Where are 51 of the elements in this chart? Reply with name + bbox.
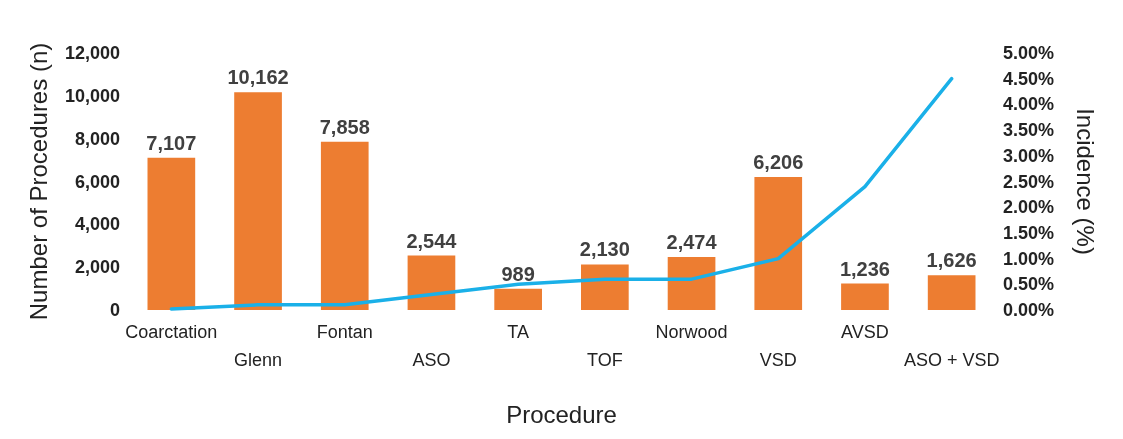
data-label: 989 xyxy=(501,262,535,285)
bar xyxy=(147,157,196,310)
data-label: 7,107 xyxy=(146,131,197,154)
y2-tick-label: 5.00% xyxy=(1003,43,1055,63)
x-tick-label: TA xyxy=(507,322,529,342)
data-label: 2,474 xyxy=(666,231,718,254)
data-label: 10,162 xyxy=(227,66,289,89)
y2-tick-label: 2.50% xyxy=(1003,171,1055,192)
bar xyxy=(581,264,629,310)
data-label: 1,236 xyxy=(839,257,890,280)
bar xyxy=(667,257,716,310)
y2-tick-label: 0.00% xyxy=(1003,300,1055,320)
x-tick-label: ASO xyxy=(412,350,451,370)
x-tick-label: Coarctation xyxy=(125,322,218,342)
bar xyxy=(234,92,282,310)
y-tick-label: 4,000 xyxy=(74,214,120,235)
y2-tick-label: 3.00% xyxy=(1003,145,1055,166)
bar xyxy=(841,283,889,310)
y2-axis-title: Incidence (%) xyxy=(1071,108,1099,255)
data-label: 2,544 xyxy=(406,229,458,252)
bar xyxy=(754,177,803,310)
y-tick-label: 6,000 xyxy=(74,171,120,192)
data-label: 1,626 xyxy=(926,249,977,272)
y2-tick-label: 1.00% xyxy=(1003,248,1055,269)
y2-tick-label: 4.50% xyxy=(1003,68,1055,89)
x-tick-label: ASO + VSD xyxy=(903,350,1000,370)
x-tick-label: Norwood xyxy=(655,322,728,342)
x-axis-title: Procedure xyxy=(506,400,617,428)
bar xyxy=(407,255,456,310)
y2-tick-label: 1.50% xyxy=(1003,222,1055,243)
y-tick-label: 2,000 xyxy=(74,257,120,278)
y2-tick-label: 3.50% xyxy=(1003,120,1055,141)
y-axis-title: Number of Procedures (n) xyxy=(24,42,52,321)
bar xyxy=(320,141,369,310)
x-tick-label: TOF xyxy=(587,350,623,370)
y2-tick-label: 2.00% xyxy=(1003,197,1055,218)
y-tick-label: 12,000 xyxy=(64,43,120,63)
data-label: 6,206 xyxy=(753,151,804,174)
y-tick-label: 0 xyxy=(109,300,120,320)
y-tick-label: 10,000 xyxy=(64,85,120,106)
bar xyxy=(494,288,542,310)
x-tick-label: AVSD xyxy=(841,322,889,342)
data-label: 2,130 xyxy=(579,238,630,261)
x-tick-label: VSD xyxy=(759,350,797,370)
x-tick-label: Glenn xyxy=(234,350,283,370)
x-tick-label: Fontan xyxy=(316,322,373,342)
y2-tick-label: 0.50% xyxy=(1003,274,1055,295)
y2-tick-label: 4.00% xyxy=(1003,94,1055,115)
bar xyxy=(927,275,976,310)
data-label: 7,858 xyxy=(319,115,370,138)
y-tick-label: 8,000 xyxy=(74,128,120,149)
